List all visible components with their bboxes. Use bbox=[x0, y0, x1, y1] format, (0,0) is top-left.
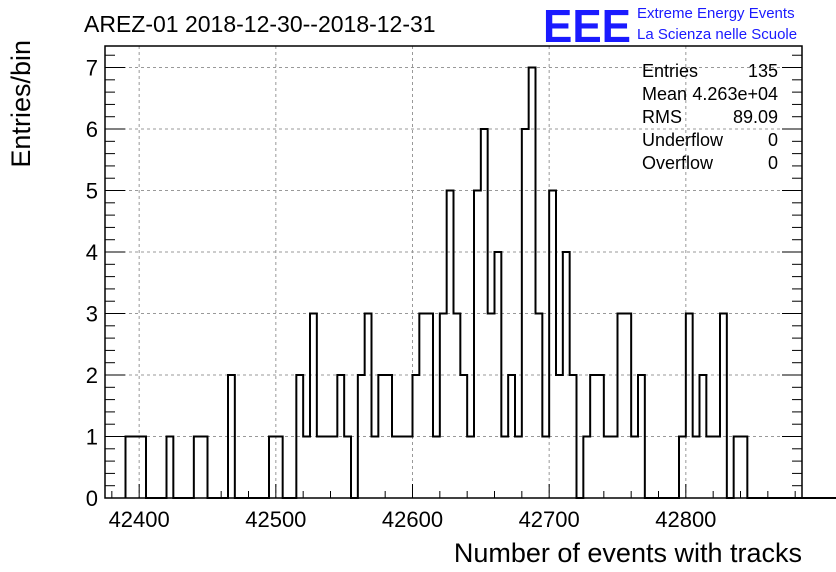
stats-mean-label: Mean bbox=[642, 84, 687, 104]
x-axis-label: Number of events with tracks bbox=[454, 538, 802, 568]
x-tick-label: 42700 bbox=[519, 507, 580, 532]
axis-ticks bbox=[105, 54, 802, 499]
eee-logo: EEE Extreme Energy Events La Scienza nel… bbox=[543, 0, 797, 52]
y-tick-label: 3 bbox=[86, 302, 98, 327]
eee-logo-mark: EEE bbox=[543, 0, 631, 52]
stats-rms-value: 89.09 bbox=[733, 107, 778, 127]
x-tick-label: 42400 bbox=[109, 507, 170, 532]
chart-title: AREZ-01 2018-12-30--2018-12-31 bbox=[84, 11, 436, 37]
stats-mean-value: 4.263e+04 bbox=[692, 84, 778, 104]
stats-entries-label: Entries bbox=[642, 61, 698, 81]
x-tick-label: 42800 bbox=[655, 507, 716, 532]
stats-underflow-value: 0 bbox=[768, 130, 778, 150]
stats-entries-value: 135 bbox=[748, 61, 778, 81]
y-axis-label: Entries/bin bbox=[6, 40, 36, 168]
y-tick-label: 7 bbox=[86, 56, 98, 81]
y-tick-label: 6 bbox=[86, 117, 98, 142]
stats-box: Entries 135 Mean 4.263e+04 RMS 89.09 Und… bbox=[642, 61, 778, 173]
y-tick-label: 2 bbox=[86, 363, 98, 388]
x-tick-label: 42500 bbox=[245, 507, 306, 532]
stats-overflow-value: 0 bbox=[768, 153, 778, 173]
y-tick-labels: 0 1 2 3 4 5 6 7 bbox=[86, 56, 98, 511]
histogram-line bbox=[124, 66, 836, 499]
eee-logo-line2: La Scienza nelle Scuole bbox=[637, 26, 797, 43]
y-tick-label: 5 bbox=[86, 179, 98, 204]
x-tick-labels: 42400 42500 42600 42700 42800 bbox=[109, 507, 717, 532]
stats-rms-label: RMS bbox=[642, 107, 682, 127]
y-tick-label: 1 bbox=[86, 425, 98, 450]
stats-overflow-label: Overflow bbox=[642, 153, 714, 173]
plot-frame bbox=[104, 45, 803, 499]
eee-logo-line1: Extreme Energy Events bbox=[637, 5, 795, 22]
y-tick-label: 0 bbox=[86, 486, 98, 511]
y-tick-label: 4 bbox=[86, 240, 98, 265]
x-tick-label: 42600 bbox=[382, 507, 443, 532]
stats-underflow-label: Underflow bbox=[642, 130, 724, 150]
